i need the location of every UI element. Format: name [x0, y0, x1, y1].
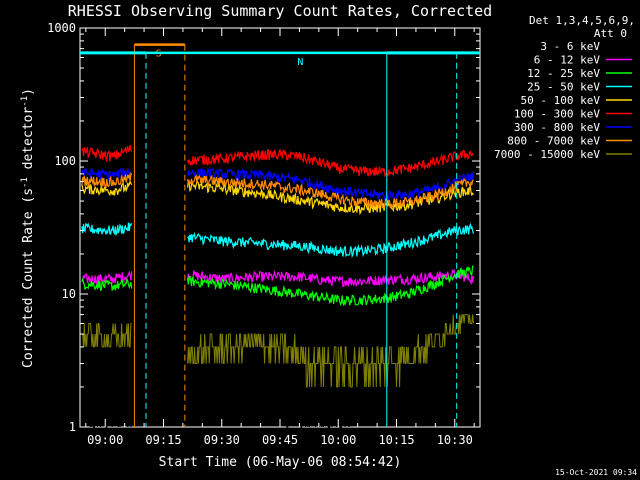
- x-tick-label: 09:45: [262, 433, 298, 447]
- x-axis: 09:00 09:15 09:30 09:45 10:00 10:15 10:30: [85, 28, 475, 447]
- y-axis: 1 10 100 1000: [47, 21, 480, 434]
- y-tick-label: 10: [62, 287, 76, 301]
- legend-header: Det 1,3,4,5,6,9,: [529, 14, 635, 27]
- timestamp: 15-Oct-2021 09:34: [555, 468, 637, 477]
- y-axis-label-sup1: -1: [20, 177, 30, 188]
- y-tick-label: 100: [54, 154, 76, 168]
- series-line-3: [81, 222, 474, 259]
- y-axis-label-part2: detector: [21, 107, 36, 178]
- annotation-label-1: N: [297, 57, 303, 68]
- legend-label-1: 6 - 12 keV: [534, 54, 601, 67]
- legend-label-8: 7000 - 15000 keV: [494, 148, 600, 161]
- x-tick-label: 09:00: [87, 433, 123, 447]
- y-axis-label-part1: Corrected Count Rate (s: [21, 188, 36, 368]
- legend-label-4: 50 - 100 keV: [521, 94, 601, 107]
- legend-label-0: 3 - 6 keV: [540, 40, 600, 53]
- series-line-7: [81, 171, 474, 209]
- legend-label-2: 12 - 25 keV: [527, 67, 600, 80]
- y-tick-label: 1: [69, 420, 76, 434]
- y-axis-label-sup2: -1: [20, 96, 30, 107]
- x-tick-label: 10:30: [437, 433, 473, 447]
- x-tick-label: 10:00: [320, 433, 356, 447]
- legend-label-5: 100 - 300 keV: [514, 108, 600, 121]
- series-line-4: [81, 179, 474, 216]
- series-layer: [81, 144, 474, 428]
- legend-label-3: 25 - 50 keV: [527, 81, 600, 94]
- chart-title: RHESSI Observing Summary Count Rates, Co…: [68, 2, 492, 20]
- series-line-8: [81, 314, 474, 388]
- x-tick-label: 09:15: [145, 433, 181, 447]
- annotation-layer: SN: [80, 43, 480, 427]
- x-tick-label: 09:30: [204, 433, 240, 447]
- series-line-6: [81, 166, 474, 203]
- series-line-1: [81, 268, 474, 288]
- y-axis-label-part3: ): [21, 88, 36, 96]
- x-tick-label: 10:15: [378, 433, 414, 447]
- x-axis-label: Start Time (06-May-06 08:54:42): [159, 455, 402, 470]
- legend-header-att: Att 0: [594, 27, 627, 40]
- y-tick-label: 1000: [47, 21, 76, 35]
- legend-label-6: 300 - 800 keV: [514, 121, 600, 134]
- legend-label-7: 800 - 7000 keV: [507, 135, 600, 148]
- series-line-2: [81, 265, 474, 307]
- series-line-5: [81, 144, 474, 178]
- y-axis-label: Corrected Count Rate (s-1 detector-1): [20, 88, 36, 368]
